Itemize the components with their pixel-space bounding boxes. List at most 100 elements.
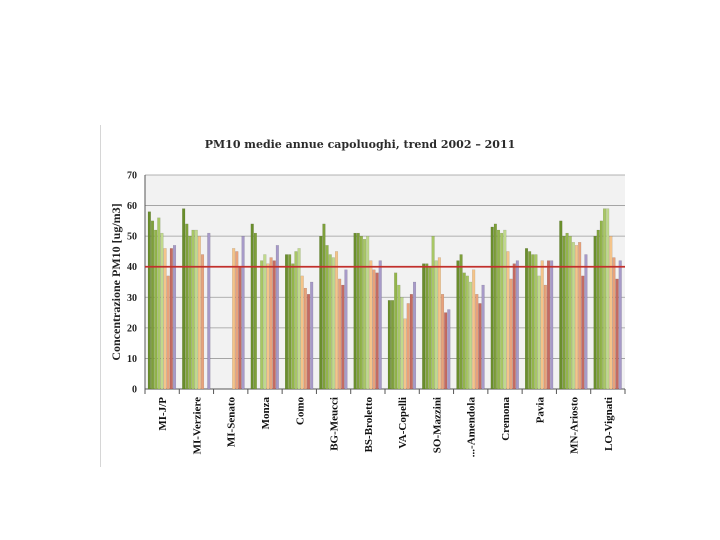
bar [440, 294, 445, 390]
bar [409, 294, 413, 390]
bar [490, 226, 494, 390]
bar [468, 281, 473, 390]
bar [609, 235, 613, 390]
bar [568, 235, 572, 390]
bar [559, 220, 563, 390]
bar [447, 309, 451, 390]
bar [500, 232, 504, 390]
bar [599, 220, 603, 390]
bar [565, 232, 569, 390]
bar [475, 294, 479, 390]
bar [291, 263, 295, 390]
bar [275, 245, 279, 390]
bar [584, 254, 588, 390]
bar [182, 208, 186, 390]
bar [341, 284, 345, 390]
y-tick-label: 70 [127, 171, 137, 182]
bar [272, 260, 276, 390]
bar [366, 235, 370, 390]
bar [512, 263, 516, 390]
bar [356, 232, 360, 390]
x-category-label: Como [294, 397, 306, 426]
bar [472, 269, 476, 390]
bar [478, 303, 482, 390]
bar [412, 281, 417, 390]
bar [456, 260, 460, 390]
x-category-label: MI-Verziere [191, 397, 203, 455]
bar [496, 229, 501, 390]
x-category-label: VA-Copelli [397, 397, 409, 449]
bar [397, 284, 401, 390]
x-category-label: MI-J/P [157, 397, 169, 431]
chart-title: PM10 medie annue capoluoghi, trend 2002 … [204, 138, 516, 151]
bar [191, 229, 195, 390]
bar [406, 303, 410, 390]
x-category-label: Monza [260, 397, 272, 430]
bar [310, 281, 314, 390]
bar [297, 248, 301, 390]
bar [362, 239, 367, 390]
y-tick-label: 40 [127, 262, 137, 273]
bar [154, 229, 158, 390]
bar [172, 245, 177, 390]
bar [422, 263, 426, 390]
bar [194, 229, 198, 390]
bar [578, 242, 582, 390]
bar [493, 223, 497, 390]
bar [403, 318, 407, 390]
x-category-label: BS-Broletto [363, 397, 375, 453]
bar [465, 275, 469, 390]
bar [188, 235, 192, 390]
bar [331, 257, 335, 390]
bar [574, 245, 579, 390]
bar [537, 275, 541, 390]
bar [534, 254, 538, 390]
bar [581, 275, 585, 390]
bar [328, 254, 332, 390]
bar [375, 272, 379, 390]
y-tick-label: 0 [132, 385, 137, 396]
x-category-label: MN-Ariosto [569, 397, 581, 454]
bar [562, 235, 566, 390]
bar [169, 248, 173, 390]
bar [459, 254, 463, 390]
bar [531, 254, 535, 390]
bar [288, 254, 292, 390]
bar [506, 251, 510, 390]
bar [160, 232, 164, 390]
bar [528, 251, 532, 390]
bar [606, 208, 610, 390]
bar [444, 312, 448, 390]
bar [378, 260, 382, 390]
bar [503, 229, 507, 390]
bar [550, 260, 554, 390]
bar [150, 220, 155, 390]
bar [344, 269, 348, 390]
bar [232, 248, 236, 390]
bar [269, 257, 273, 390]
bar [543, 284, 547, 390]
bar [238, 266, 242, 390]
bar [612, 257, 616, 390]
x-category-label: LO-Vignati [603, 397, 615, 451]
y-tick-label: 60 [127, 201, 137, 212]
bar [200, 254, 205, 390]
bar [400, 297, 404, 390]
bar [431, 235, 435, 390]
bar [157, 217, 161, 390]
bar [334, 251, 339, 390]
bar [394, 272, 398, 390]
x-category-label: Pavia [534, 397, 546, 424]
bar [163, 248, 167, 390]
bar [618, 260, 622, 390]
bar [390, 300, 395, 390]
bar [369, 260, 373, 390]
bar [359, 235, 363, 390]
bar [284, 254, 289, 390]
bar [253, 232, 257, 390]
x-category-label: Cremona [500, 397, 512, 441]
bar [260, 260, 264, 390]
x-category-label: MI-Senato [226, 397, 238, 448]
bar [166, 275, 170, 390]
